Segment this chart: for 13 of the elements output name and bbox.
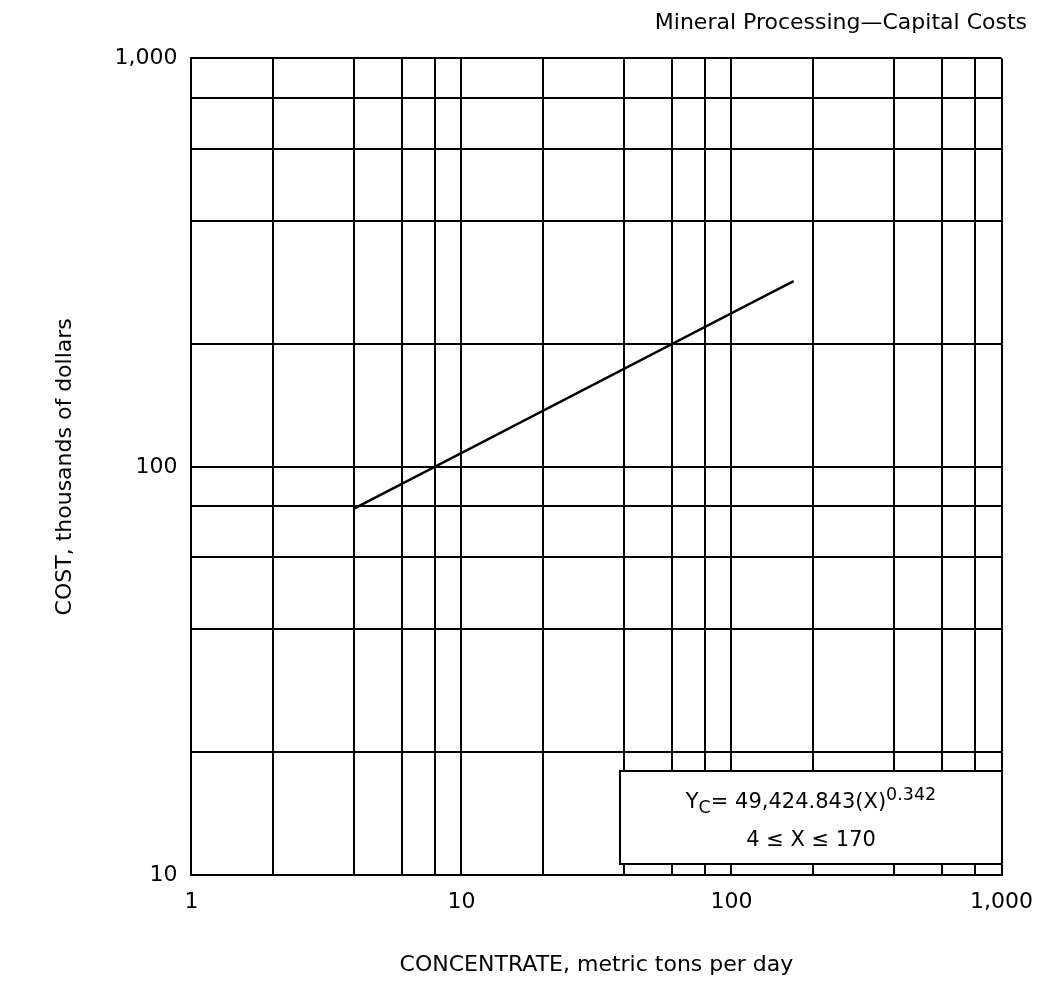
x-tick-label: 100 — [710, 888, 753, 914]
equation-box: Y$_{C}$= 49,424.843(X)$^{0.342}$ 4 ≤ X ≤ 170 — [619, 770, 1003, 866]
annotation: Y$_{C}$= 49,424.843(X)$^{0.342}$ — [684, 784, 938, 818]
x-tick-label: 10 — [447, 888, 476, 914]
chart-title: Mineral Processing—Capital Costs — [654, 8, 1027, 34]
y-axis-title: COST, thousands of dollars — [50, 318, 76, 616]
annotation: 4 ≤ X ≤ 170 — [745, 827, 877, 852]
x-axis-title: CONCENTRATE, metric tons per day — [399, 950, 794, 976]
y-tick-label: 10 — [149, 860, 178, 886]
y-tick-label: 100 — [135, 452, 178, 478]
y-tick-label: 1,000 — [114, 44, 178, 70]
x-tick-label: 1 — [184, 888, 199, 914]
x-tick-label: 1,000 — [970, 888, 1033, 914]
